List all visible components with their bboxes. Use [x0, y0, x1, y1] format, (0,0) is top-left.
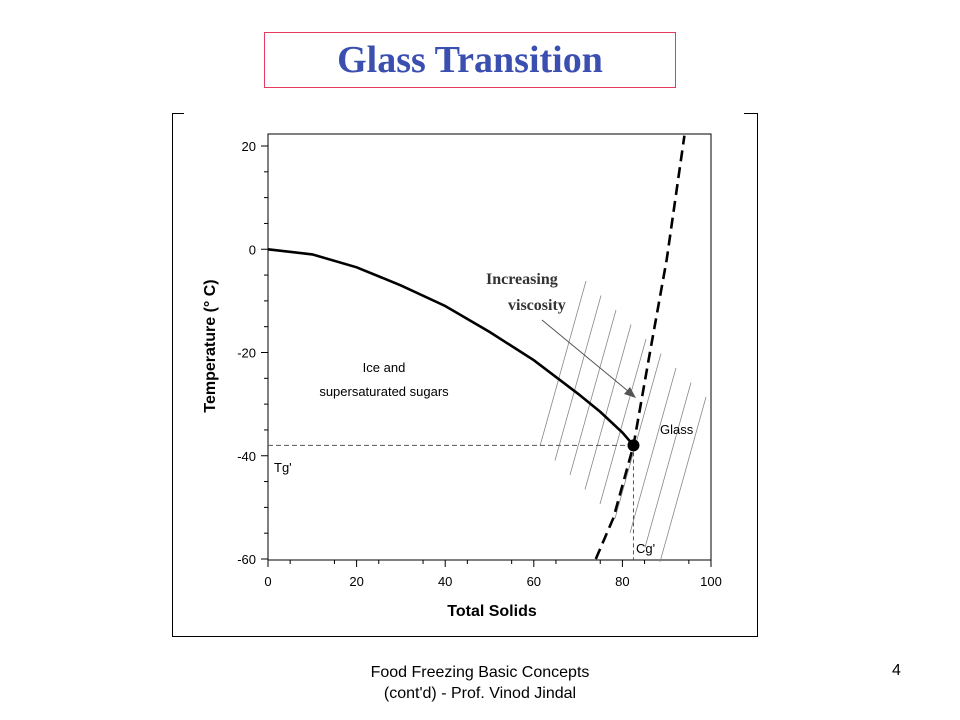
cg-label: Cg': [636, 541, 655, 556]
glass-label: Glass: [660, 422, 694, 437]
reference-lines: [268, 444, 634, 560]
slide-title: Glass Transition: [337, 39, 603, 81]
axis-ticks: 0 20 40 60 80 100 20 0 -20 -40 -60: [237, 139, 722, 589]
title-box: Glass Transition: [264, 32, 676, 88]
region-label-line2: supersaturated sugars: [319, 384, 449, 399]
x-tick-label: 40: [438, 574, 452, 589]
glass-transition-line: [594, 135, 686, 560]
hatch-line: [599, 338, 647, 505]
hatch-line: [584, 324, 632, 490]
x-tick-label: 0: [264, 574, 271, 589]
hatch-line: [569, 309, 617, 476]
plot-area: [267, 133, 712, 561]
annotation-arrowhead: [624, 387, 636, 398]
hatch-line: [554, 295, 602, 461]
footer-line1: Food Freezing Basic Concepts: [370, 664, 590, 681]
frame-cap-left: [172, 113, 184, 114]
hatch-line: [659, 396, 707, 563]
annotation-arrow-line: [541, 319, 635, 397]
x-tick-label: 80: [615, 574, 629, 589]
page-number: 4: [892, 662, 901, 679]
y-tick-label: -60: [237, 552, 256, 567]
hatch-line: [614, 353, 662, 519]
y-axis-label: Temperature (° C): [202, 279, 219, 412]
y-tick-label: 20: [242, 139, 256, 154]
frame-cap-right: [744, 113, 758, 114]
x-tick-label: 60: [527, 574, 541, 589]
footer-line2: (cont'd) - Prof. Vinod Jindal: [383, 685, 577, 702]
y-tick-label: -40: [237, 449, 256, 464]
hatch-line: [644, 382, 692, 548]
chart-frame: [172, 113, 758, 637]
x-axis-label: Total Solids: [447, 603, 537, 620]
region-label-line1: Ice and: [363, 360, 406, 375]
y-tick-label: -20: [237, 346, 256, 361]
hatch-line: [629, 367, 677, 534]
x-tick-label: 100: [700, 574, 722, 589]
tg-label: Tg': [274, 460, 292, 475]
glass-point: [627, 439, 640, 452]
y-tick-label: 0: [249, 242, 256, 257]
freezing-curve: [267, 248, 635, 447]
annotation-viscosity: viscosity: [508, 297, 566, 314]
viscosity-hatch: [539, 280, 707, 563]
hatch-line: [539, 280, 587, 447]
footer: Food Freezing Basic Concepts (cont'd) - …: [330, 662, 630, 704]
x-tick-label: 20: [349, 574, 363, 589]
annotation-increasing: Increasing: [486, 271, 558, 288]
series-group: [267, 135, 686, 560]
